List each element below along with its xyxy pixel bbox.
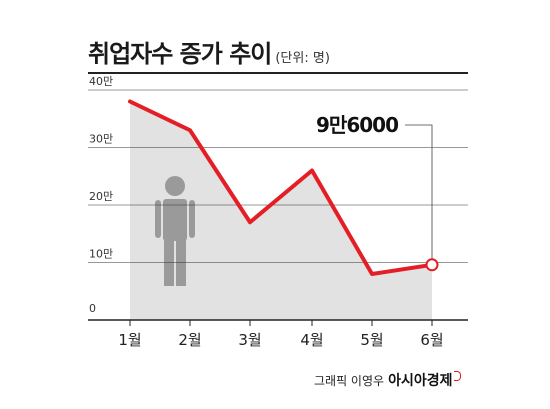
- chart-title: 취업자수 증가 추이: [88, 40, 272, 68]
- title-row: 취업자수 증가 추이 (단위: 명): [88, 34, 330, 69]
- x-tick-label: 2월: [178, 331, 201, 349]
- figure-head: [165, 176, 185, 196]
- y-tick-label: 0: [89, 302, 96, 315]
- graphic-credit: 그래픽 이영우: [314, 374, 385, 388]
- y-tick-label: 20만: [89, 190, 113, 203]
- footer: 그래픽 이영우 아시아경제: [314, 370, 462, 390]
- figure-leg-left: [164, 240, 174, 286]
- y-tick-label: 40만: [89, 75, 113, 88]
- figure-arm-right: [189, 200, 195, 238]
- brand-mark-icon: [454, 371, 462, 381]
- x-tick-label: 6월: [420, 331, 443, 349]
- figure-torso: [163, 199, 187, 241]
- annotation-leader: [405, 124, 433, 259]
- x-tick-label: 3월: [238, 331, 261, 349]
- x-tick-label: 5월: [360, 331, 383, 349]
- title-rule: [88, 72, 468, 74]
- person-icon: [155, 176, 195, 286]
- y-tick-label: 30만: [89, 133, 113, 146]
- brand-name: 아시아경제: [388, 373, 453, 389]
- figure-leg-right: [176, 240, 186, 286]
- chart-unit: (단위: 명): [275, 51, 330, 66]
- data-point-marker: [425, 258, 439, 272]
- series-line: [128, 99, 434, 276]
- x-tick-label: 4월: [300, 331, 323, 349]
- annotation-label: 9만6000: [316, 113, 398, 137]
- y-tick-label: 10만: [89, 248, 113, 261]
- figure-arm-left: [155, 200, 161, 238]
- x-tick-label: 1월: [118, 331, 141, 349]
